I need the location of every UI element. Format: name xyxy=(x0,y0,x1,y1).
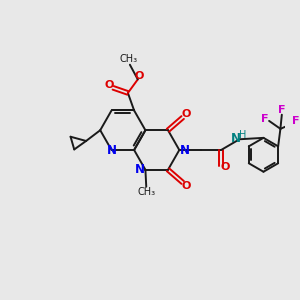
Text: F: F xyxy=(278,106,285,116)
Text: N: N xyxy=(179,143,189,157)
Text: N: N xyxy=(231,132,241,145)
Text: O: O xyxy=(182,181,191,191)
Text: CH₃: CH₃ xyxy=(137,187,155,197)
Text: O: O xyxy=(135,71,144,81)
Text: H: H xyxy=(239,130,247,140)
Text: N: N xyxy=(135,163,145,176)
Text: N: N xyxy=(106,143,116,157)
Text: O: O xyxy=(104,80,113,90)
Text: F: F xyxy=(292,116,300,127)
Text: F: F xyxy=(261,114,269,124)
Text: CH₃: CH₃ xyxy=(119,54,137,64)
Text: O: O xyxy=(221,162,230,172)
Text: O: O xyxy=(182,109,191,119)
